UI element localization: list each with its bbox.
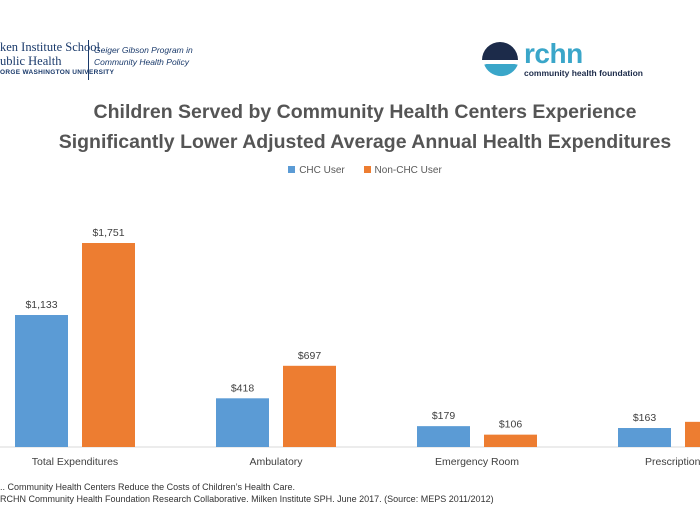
category-label-3: Prescription D [645,456,700,468]
data-label-chc-2: $179 [432,410,456,422]
rchn-mark-icon [482,42,519,77]
bar-non-chc-1 [283,365,336,447]
program-name: Geiger Gibson Program in Community Healt… [94,44,193,68]
data-label-chc-1: $418 [231,382,255,394]
legend-label-non-chc: Non-CHC User [374,165,442,176]
chart-title-line1: Children Served by Community Health Cent… [93,101,637,123]
chart-legend: CHC User Non-CHC User [0,165,700,176]
footnote-line2: RCHN Community Health Foundation Researc… [0,494,494,504]
institute-line2: ublic Health [0,54,62,68]
category-label-2: Emergency Room [435,456,519,468]
institute-name: ken Institute School ublic Health [0,40,100,68]
data-label-non-chc-2: $106 [499,419,523,431]
data-label-chc-0: $1,133 [25,299,57,311]
data-label-non-chc-0: $1,751 [92,227,124,239]
legend-swatch-chc [288,165,296,173]
data-label-non-chc-1: $697 [298,350,322,362]
bar-chc-0 [15,315,68,447]
institute-line1: ken Institute School [0,40,100,54]
logo-divider [88,40,89,80]
program-line1: Geiger Gibson Program in [94,45,193,55]
bar-non-chc-3 [685,421,700,447]
university-name: ORGE WASHINGTON UNIVERSITY [0,69,115,76]
rchn-wordmark: rchn [524,38,583,69]
chart-title-line2: Significantly Lower Adjusted Average Ann… [58,131,672,153]
footnote-line1: .. Community Health Centers Reduce the C… [0,482,295,492]
data-label-chc-3: $163 [633,412,657,424]
bar-non-chc-0 [82,243,135,447]
bar-chc-3 [618,428,671,447]
category-label-1: Ambulatory [249,456,303,468]
program-line2: Community Health Policy [94,57,189,67]
legend-label-chc: CHC User [299,165,345,176]
rchn-logo: rchn community health foundation [480,38,643,86]
bar-chc-2 [417,426,470,447]
legend-item-non-chc: Non-CHC User [363,165,442,176]
category-label-0: Total Expenditures [32,456,118,468]
rchn-subtitle: community health foundation [524,68,643,78]
legend-item-chc: CHC User [288,165,345,176]
bar-chc-1 [216,398,269,447]
legend-swatch-non-chc [363,165,371,173]
bar-non-chc-2 [484,434,537,447]
gwu-milken-logo: ken Institute School ublic Health ORGE W… [0,40,220,86]
